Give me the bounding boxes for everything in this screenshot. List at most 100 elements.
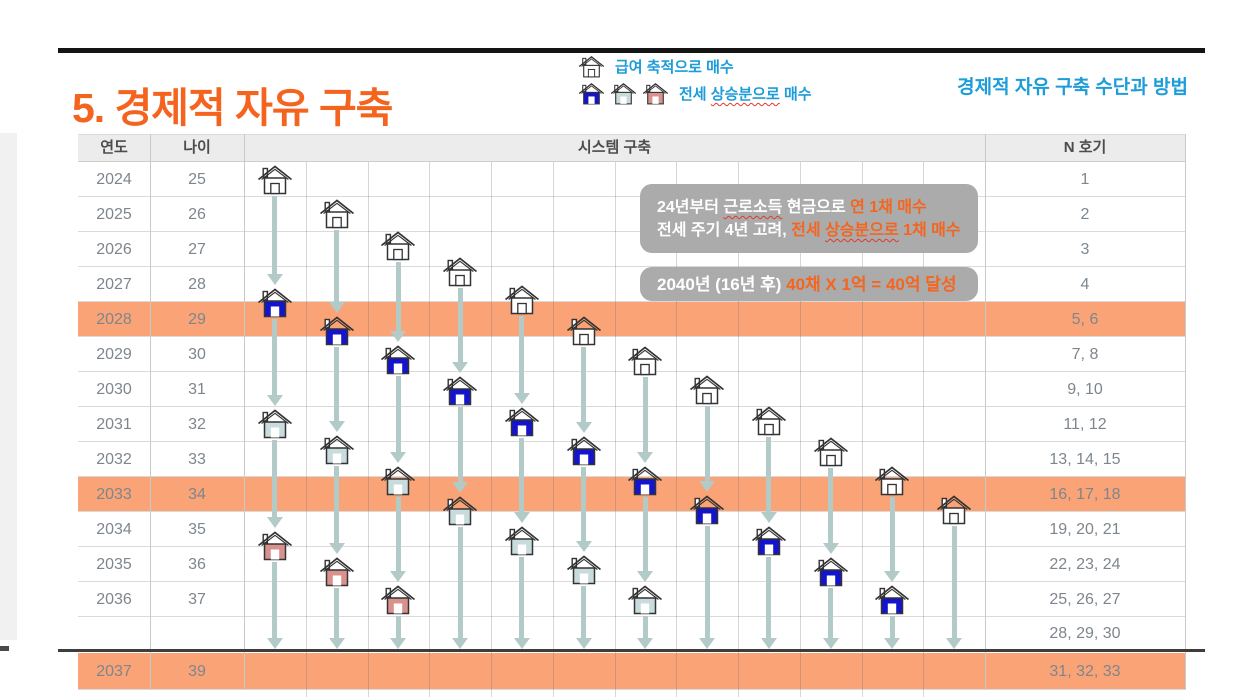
arrow-down-icon [266,638,283,649]
arrow-down-icon [513,638,530,649]
house-white-icon [442,256,478,287]
house-lightblue-icon [504,525,540,556]
age-cell: 36 [188,556,206,573]
legend-label-segment: 급여 축적으로 매수 [615,59,734,76]
year-cell: 2031 [96,416,132,433]
house-lightblue-icon [257,408,293,439]
arrow-down-icon [575,422,592,433]
arrow-down-icon [266,274,283,285]
age-cell: 37 [188,591,206,608]
units-cell: 19, 20, 21 [1049,521,1121,538]
table-row: 2032 33 13, 14, 15 [78,442,1185,477]
year-cell: 2025 [96,206,132,223]
arrow-line [334,466,340,544]
units-cell: 2 [1080,206,1090,223]
callout-text-segment: 전세 주기 4년 고려, [657,222,792,239]
table-row: 2037 39 31, 32, 33 [78,653,1185,690]
house-blue-icon [380,344,416,375]
age-cell [150,617,244,650]
legend-row: 전세 상승분으로 매수 [578,82,812,105]
callout-text-segment: 근로소득 [723,199,783,216]
arrow-line [272,562,278,639]
table-row: 2027 28 4 [78,267,1185,302]
year-cell: 2024 [96,171,132,188]
arrow-line [519,557,525,639]
legend-label-segment: 매수 [779,86,812,103]
grid-line-vertical [800,162,801,697]
age-cell: 29 [188,311,206,328]
house-blue-icon [689,494,725,525]
house-blue-icon [627,465,663,496]
arrow-line [581,467,587,542]
arrow-down-icon [390,571,407,582]
arrow-down-icon [513,393,530,404]
grid-line-vertical [429,162,430,697]
arrow-down-icon [328,543,345,554]
arrow-line [519,316,525,394]
units-cell: 7, 8 [1071,346,1099,363]
column-divider-line [985,134,986,690]
year-cell: 2034 [96,521,132,538]
grid-line-vertical [491,162,492,697]
arrow-line [395,262,401,332]
age-cell: 33 [188,451,206,468]
arrow-line [581,347,587,423]
age-cell: 35 [188,521,206,538]
house-blue-icon [319,315,355,346]
house-blue-icon [874,584,910,615]
arrow-down-icon [390,638,407,649]
legend-label: 전세 상승분으로 매수 [679,83,812,104]
units-cell: 16, 17, 18 [1049,486,1121,503]
top-divider-line [58,48,1205,53]
grid-line-vertical [615,162,616,697]
arrow-line [395,376,401,453]
callout-box: 2040년 (16년 후) 40채 X 1억 = 40억 달성 [640,267,978,301]
legend-label-segment: 상승분으로 [710,86,780,103]
house-white-icon [874,465,910,496]
house-lightblue-icon [319,434,355,465]
arrow-down-icon [513,512,530,523]
arrow-line [766,557,772,639]
age-cell: 28 [188,276,206,293]
arrow-down-icon [266,517,283,528]
header-units: N 호기 [1063,139,1107,156]
grid-line-vertical [553,162,554,697]
legend-row: 급여 축적으로 매수 [578,55,812,78]
arrow-down-icon [390,452,407,463]
arrow-line [642,497,648,572]
column-divider-line [1185,134,1186,690]
arrow-down-icon [699,638,716,649]
arrow-down-icon [390,331,407,342]
year-cell [78,617,150,650]
callout-text-segment: 2040년 (16년 후) [657,275,787,294]
house-white-icon [936,494,972,525]
table-row: 2026 27 3 [78,232,1185,267]
callout-text-segment: 상승분으로 [825,222,899,239]
slide-subtitle: 경제적 자유 구축 수단과 방법 [957,77,1188,98]
age-cell: 30 [188,346,206,363]
arrow-down-icon [884,638,901,649]
house-white-icon [627,345,663,376]
year-cell: 2032 [96,451,132,468]
table-row: 2034 35 19, 20, 21 [78,512,1185,547]
arrow-line [272,319,278,396]
arrow-line [642,616,648,639]
age-cell: 26 [188,206,206,223]
grid-line-vertical [306,162,307,697]
house-pink-icon [319,556,355,587]
table-header-row [78,134,1185,162]
year-cell: 2029 [96,346,132,363]
units-cell: 28, 29, 30 [1049,625,1121,642]
callout-text-segment: 현금으로 [782,199,851,216]
arrow-down-icon [575,541,592,552]
table-row: 2025 26 2 [78,197,1185,232]
year-cell: 2028 [96,311,132,328]
arrow-line [395,616,401,639]
units-cell: 3 [1080,241,1090,258]
arrow-line [334,230,340,303]
house-lightblue-icon [627,584,663,615]
house-lightblue-icon [566,554,602,585]
arrow-down-icon [328,421,345,432]
callout-text-segment: 1채 매수 [898,222,961,239]
